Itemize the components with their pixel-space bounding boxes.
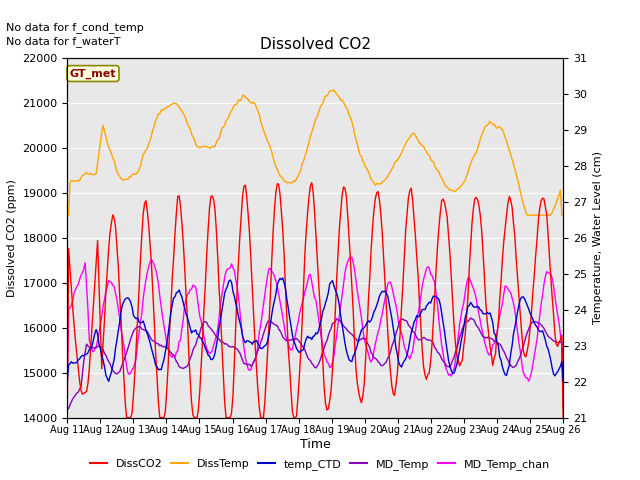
- Title: Dissolved CO2: Dissolved CO2: [260, 37, 371, 52]
- Y-axis label: Temperature, Water Level (cm): Temperature, Water Level (cm): [593, 151, 603, 324]
- X-axis label: Time: Time: [300, 438, 331, 451]
- Text: GT_met: GT_met: [70, 68, 116, 79]
- Text: No data for f_cond_temp: No data for f_cond_temp: [6, 22, 144, 33]
- Y-axis label: Dissolved CO2 (ppm): Dissolved CO2 (ppm): [6, 179, 17, 297]
- Text: No data for f_waterT: No data for f_waterT: [6, 36, 121, 47]
- Legend: DissCO2, DissTemp, temp_CTD, MD_Temp, MD_Temp_chan: DissCO2, DissTemp, temp_CTD, MD_Temp, MD…: [86, 455, 554, 474]
